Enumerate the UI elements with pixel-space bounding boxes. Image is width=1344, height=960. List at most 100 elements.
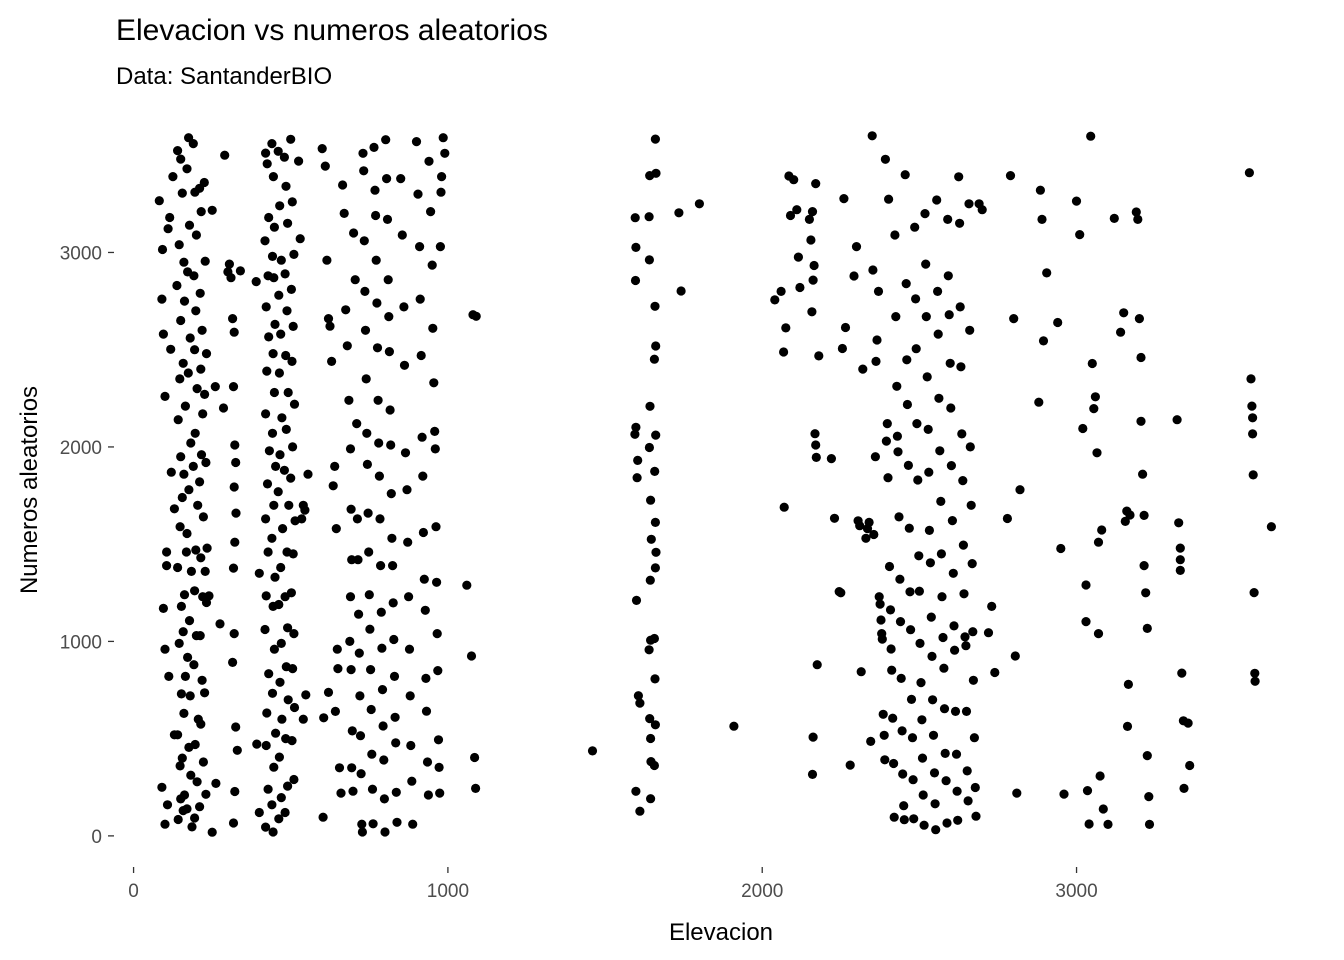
data-point — [177, 753, 187, 763]
data-point — [961, 706, 972, 717]
data-point — [168, 172, 178, 182]
data-point — [273, 487, 283, 497]
data-point — [228, 563, 239, 573]
data-point — [269, 222, 279, 232]
data-point — [184, 485, 194, 495]
data-point — [277, 714, 287, 724]
data-point — [1246, 374, 1256, 384]
data-point — [903, 460, 914, 470]
data-point — [389, 671, 400, 682]
data-point — [858, 364, 868, 374]
data-point — [289, 399, 300, 409]
data-point — [1185, 760, 1195, 771]
data-point — [287, 197, 297, 207]
data-point — [338, 180, 348, 190]
data-point — [289, 702, 300, 713]
data-point — [806, 235, 816, 245]
data-point — [435, 242, 445, 252]
data-point — [868, 265, 878, 275]
data-point — [804, 214, 815, 224]
data-point — [955, 302, 965, 312]
data-point — [228, 657, 238, 668]
data-point — [172, 280, 182, 291]
data-point — [323, 687, 334, 698]
data-point — [400, 448, 411, 458]
data-point — [929, 768, 940, 778]
data-point — [422, 757, 433, 767]
data-point — [1093, 629, 1104, 639]
data-point — [372, 298, 382, 308]
data-point — [631, 595, 642, 606]
data-point — [229, 482, 239, 492]
data-point — [287, 356, 297, 366]
data-point — [173, 730, 183, 740]
data-point — [371, 210, 381, 221]
data-point — [1038, 336, 1049, 346]
data-point — [645, 714, 655, 724]
data-point — [336, 788, 346, 798]
data-point — [1250, 668, 1260, 678]
data-point — [207, 205, 217, 215]
data-point — [1138, 469, 1148, 479]
data-point — [435, 788, 445, 798]
data-point — [264, 669, 274, 679]
data-point — [179, 590, 190, 600]
data-point — [320, 161, 330, 171]
data-point — [177, 492, 187, 503]
data-point — [176, 154, 186, 164]
data-point — [345, 636, 355, 647]
data-point — [347, 763, 357, 773]
data-point — [268, 349, 278, 359]
data-point — [196, 553, 206, 563]
data-point — [198, 512, 208, 522]
data-point — [951, 749, 962, 759]
data-point — [630, 213, 640, 223]
data-point — [415, 242, 425, 252]
data-point — [368, 819, 378, 829]
data-point — [438, 133, 448, 143]
data-point — [950, 645, 960, 655]
data-point — [1109, 213, 1119, 223]
data-point — [190, 345, 200, 355]
data-point — [878, 709, 888, 719]
data-point — [287, 736, 297, 746]
data-point — [224, 259, 234, 269]
data-point — [630, 275, 641, 286]
data-point — [433, 666, 443, 676]
data-point — [904, 523, 914, 533]
data-point — [230, 440, 240, 450]
data-point — [231, 508, 241, 518]
data-point — [789, 175, 799, 185]
data-point — [175, 374, 185, 384]
data-point — [191, 306, 201, 316]
data-point — [1248, 470, 1258, 480]
data-point — [876, 615, 886, 625]
data-point — [350, 275, 360, 285]
data-point — [267, 139, 277, 149]
y-tick-label: 1000 — [60, 632, 102, 653]
data-point — [169, 504, 179, 514]
data-point — [650, 466, 660, 476]
data-point — [173, 415, 183, 425]
data-point — [230, 537, 240, 547]
data-point — [200, 566, 210, 577]
data-point — [374, 438, 384, 448]
x-axis-title: Elevacion — [669, 919, 773, 946]
data-point — [1015, 485, 1025, 495]
data-point — [186, 438, 196, 448]
data-point — [198, 409, 208, 419]
data-point — [807, 769, 818, 780]
data-point — [866, 736, 876, 747]
data-point — [228, 382, 239, 392]
data-point — [347, 555, 357, 565]
data-point — [470, 752, 480, 763]
data-point — [431, 522, 441, 532]
data-point — [162, 561, 172, 571]
x-tick-label: 1000 — [427, 881, 469, 902]
data-point — [397, 230, 407, 240]
data-point — [366, 665, 376, 675]
data-point — [808, 732, 818, 742]
data-point — [421, 706, 432, 716]
data-point — [352, 419, 362, 429]
